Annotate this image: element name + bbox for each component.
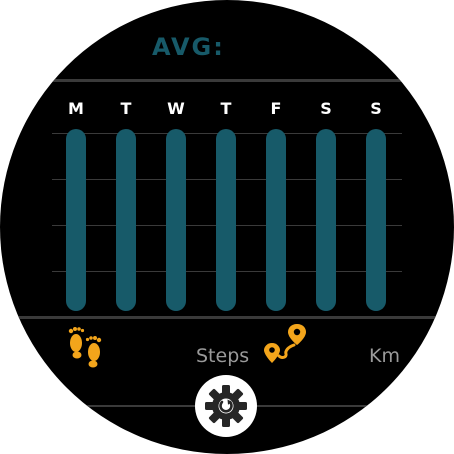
steps-label: Steps bbox=[196, 345, 250, 367]
bar-tue bbox=[116, 129, 136, 311]
footprints-icon[interactable] bbox=[66, 322, 108, 370]
bar-thu bbox=[216, 129, 236, 311]
day-label-thu: T bbox=[220, 99, 232, 118]
bar-mon bbox=[66, 129, 86, 311]
km-label: Km bbox=[369, 345, 400, 367]
gear-icon bbox=[205, 385, 247, 427]
day-label-wed: W bbox=[167, 99, 185, 118]
chart-bottom-divider bbox=[14, 316, 440, 319]
bar-sun bbox=[366, 129, 386, 311]
bar-sat bbox=[316, 129, 336, 311]
avg-title: AVG: bbox=[152, 33, 225, 61]
day-label-sat: S bbox=[320, 99, 332, 118]
settings-button[interactable] bbox=[195, 375, 257, 437]
bar-fri bbox=[266, 129, 286, 311]
top-divider bbox=[20, 79, 434, 82]
bar-wed bbox=[166, 129, 186, 311]
day-label-tue: T bbox=[120, 99, 132, 118]
route-pin-icon[interactable] bbox=[264, 323, 310, 367]
day-label-fri: F bbox=[270, 99, 282, 118]
day-label-mon: M bbox=[68, 99, 84, 118]
day-label-sun: S bbox=[370, 99, 382, 118]
